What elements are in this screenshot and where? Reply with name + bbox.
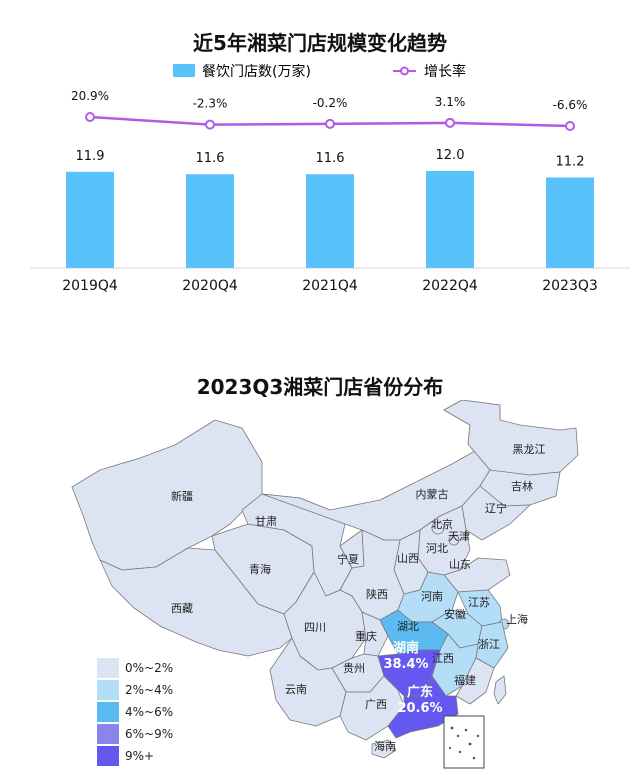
province-label: 甘肃 [255,515,277,528]
bar [426,171,474,268]
province-label: 海南 [374,739,396,753]
map-legend-item: 9%+ [97,745,173,767]
province-label: 云南 [285,683,307,696]
province-label: 上海 [506,612,528,626]
province-label: 江西 [432,652,454,665]
province-label: 广东 [407,684,433,700]
map-legend-label: 6%~9% [125,727,174,741]
growth-point [565,121,575,131]
province-xinjiang [71,419,263,571]
province-label: 湖南 [393,640,419,656]
province-label: 辽宁 [485,501,507,515]
province-label: 四川 [304,621,326,634]
province-taiwan [493,675,507,705]
south-china-sea-inset [443,715,485,769]
province-label: 浙江 [478,638,500,651]
province-label: 新疆 [171,489,193,503]
bar-value-label: 11.6 [196,151,225,166]
legend-marker-growth [400,66,409,76]
growth-value-label: 20.9% [71,89,109,103]
province-label: 山东 [449,558,471,571]
province-hainan [371,739,397,759]
legend-label-growth: 增长率 [424,63,466,80]
province-label: 广西 [365,698,387,711]
bar [186,174,234,268]
growth-point [445,117,455,128]
province-fujian [455,657,495,705]
x-tick-label: 2023Q3 [542,278,598,294]
province-label: 重庆 [355,629,377,643]
province-label: 贵州 [343,662,365,675]
map-legend-item: 0%~2% [97,657,173,679]
bar-value-label: 11.9 [76,149,105,164]
province-share-label: 20.6% [397,701,442,716]
province-label: 青海 [249,562,271,576]
bar-value-label: 12.0 [436,148,465,163]
growth-point [85,112,95,122]
province-beijing [431,521,445,535]
province-label: 内蒙古 [416,487,449,501]
map-legend-label: 9%+ [125,749,155,763]
province-label: 江苏 [468,596,490,609]
map-legend: 0%~2% 2%~4% 4%~6% 6%~9% 9%+ [97,657,173,767]
province-label: 河南 [421,590,443,603]
province-label: 西藏 [171,602,193,615]
legend-label-stores: 餐饮门店数(万家) [202,63,311,80]
growth-point [205,119,215,130]
legend-swatch-stores [173,64,195,77]
province-label: 河北 [426,542,448,555]
trend-chart: 餐饮门店数(万家) 增长率 11.9 2019Q4 11.6 2020Q4 11.6 20… [30,63,630,294]
province-liaoning [461,485,531,541]
province-label: 湖北 [397,620,419,633]
growth-value-label: -6.6% [553,98,588,112]
map-legend-item: 4%~6% [97,701,173,723]
province-label: 陕西 [366,587,388,601]
bar [306,174,354,268]
province-share-label: 38.4% [383,657,428,672]
bar [546,177,594,268]
bar-value-label: 11.6 [316,151,345,166]
province-tianjin [448,534,460,546]
province-label: 宁夏 [337,552,359,566]
bar-value-label: 11.2 [556,154,585,169]
map-legend-item: 6%~9% [97,723,173,745]
province-label: 北京 [431,517,453,531]
growth-point [325,118,335,129]
province-label: 山西 [397,552,419,565]
chart-title: 近5年湘菜门店规模变化趋势 [193,31,447,55]
map-legend-label: 0%~2% [125,661,174,675]
province-label: 黑龙江 [513,443,546,456]
x-tick-label: 2021Q4 [302,278,358,294]
bar [66,171,114,268]
province-label: 天津 [448,530,470,543]
province-label: 吉林 [511,479,533,493]
map-legend-label: 4%~6% [125,705,174,719]
x-tick-label: 2022Q4 [422,278,478,294]
x-tick-label: 2019Q4 [62,278,118,294]
growth-value-label: 3.1% [435,95,466,109]
growth-value-label: -2.3% [193,97,228,111]
growth-value-label: -0.2% [313,96,348,110]
map-legend-label: 2%~4% [125,683,174,697]
province-guangxi [339,675,405,741]
map-legend-item: 2%~4% [97,679,173,701]
province-label: 安徽 [444,607,466,621]
x-tick-label: 2020Q4 [182,278,238,294]
map-title: 2023Q3湘菜门店省份分布 [196,375,444,399]
province-label: 福建 [454,673,476,687]
